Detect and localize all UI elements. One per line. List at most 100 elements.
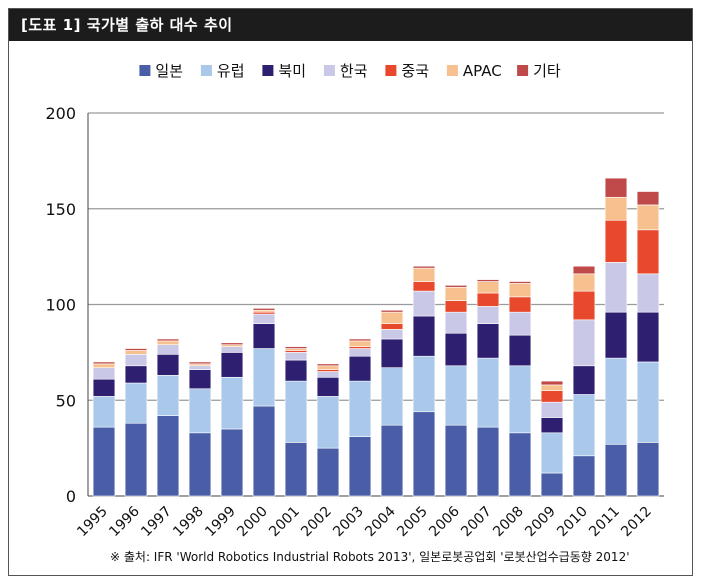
- bar-기타-1995: [92, 361, 116, 365]
- bar-기타-2000: [252, 308, 276, 311]
- x-tick-label-2007: 2007: [458, 504, 495, 541]
- bar-기타-2003: [348, 338, 372, 342]
- bar-APAC-2005: [412, 267, 436, 282]
- bar-북미-2010: [572, 365, 596, 395]
- bar-북미-2000: [252, 323, 276, 349]
- bar-북미-2004: [380, 338, 404, 368]
- bar-중국-2006: [444, 300, 468, 313]
- bar-일본-2001: [284, 442, 308, 497]
- bar-북미-2001: [284, 359, 308, 382]
- bar-일본-2008: [508, 432, 532, 497]
- bar-유럽-2010: [572, 394, 596, 457]
- bar-기타-2006: [444, 285, 468, 288]
- bar-한국-2007: [476, 306, 500, 324]
- y-tick-label-100: 100: [45, 296, 76, 315]
- chart-title: [도표 1] 국가별 출하 대수 추이: [9, 9, 692, 41]
- bar-유럽-2002: [316, 396, 340, 449]
- bar-한국-2010: [572, 319, 596, 367]
- bar-유럽-1998: [188, 388, 212, 434]
- bar-APAC-2003: [348, 340, 372, 347]
- bar-북미-2006: [444, 332, 468, 367]
- bar-한국-1999: [220, 346, 244, 353]
- bar-북미-2008: [508, 334, 532, 367]
- legend-swatch-APAC: [446, 65, 458, 76]
- bar-기타-2011: [604, 177, 628, 198]
- x-tick-label-2005: 2005: [394, 504, 431, 541]
- bar-유럽-1996: [124, 382, 148, 424]
- bar-한국-2009: [540, 401, 564, 418]
- bar-일본-1998: [188, 432, 212, 497]
- bar-기타-2001: [284, 346, 308, 349]
- x-tick-label-2012: 2012: [618, 504, 655, 541]
- bar-기타-2007: [476, 279, 500, 282]
- bar-기타-1997: [156, 338, 180, 342]
- x-tick-label-1997: 1997: [138, 504, 175, 541]
- bar-기타-2002: [316, 363, 340, 367]
- bar-일본-1999: [220, 428, 244, 497]
- bar-일본-2007: [476, 426, 500, 497]
- bar-일본-1996: [124, 422, 148, 497]
- bar-한국-2006: [444, 311, 468, 334]
- x-tick-label-2003: 2003: [330, 504, 367, 541]
- bar-기타-2012: [636, 191, 660, 206]
- bar-중국-2010: [572, 290, 596, 321]
- bar-중국-2008: [508, 296, 532, 313]
- legend-swatch-한국: [323, 65, 335, 76]
- bar-기타-1999: [220, 342, 244, 346]
- bar-유럽-2003: [348, 380, 372, 437]
- bar-APAC-2002: [316, 365, 340, 370]
- bar-한국-1997: [156, 344, 180, 355]
- bar-유럽-1997: [156, 375, 180, 416]
- legend-swatch-일본: [139, 65, 151, 76]
- bar-유럽-2006: [444, 365, 468, 426]
- bar-APAC-2009: [540, 384, 564, 391]
- bar-일본-2002: [316, 447, 340, 497]
- bar-한국-2002: [316, 371, 340, 378]
- bar-일본-2012: [636, 442, 660, 497]
- bar-한국-1998: [188, 365, 212, 370]
- legend-swatch-북미: [262, 65, 274, 76]
- bar-일본-2010: [572, 455, 596, 497]
- legend-label-유럽: 유럽: [217, 62, 245, 80]
- bar-한국-2012: [636, 273, 660, 313]
- bar-한국-2005: [412, 290, 436, 317]
- bar-북미-2005: [412, 315, 436, 357]
- bar-기타-2008: [508, 281, 532, 284]
- bar-중국-2012: [636, 229, 660, 275]
- bar-기타-2004: [380, 309, 404, 313]
- bar-일본-2003: [348, 436, 372, 497]
- bar-APAC-2008: [508, 283, 532, 298]
- y-tick-label-150: 150: [45, 200, 76, 219]
- bar-유럽-2011: [604, 357, 628, 445]
- bar-한국-2000: [252, 313, 276, 324]
- x-tick-label-2009: 2009: [522, 504, 559, 541]
- bar-한국-2011: [604, 262, 628, 313]
- x-tick-label-2001: 2001: [266, 504, 303, 541]
- legend-swatch-유럽: [200, 65, 212, 76]
- bar-APAC-1996: [124, 350, 148, 355]
- x-tick-label-2000: 2000: [234, 504, 271, 541]
- bar-중국-2007: [476, 292, 500, 307]
- bar-일본-2000: [252, 405, 276, 497]
- bar-일본-1997: [156, 415, 180, 497]
- bar-한국-2001: [284, 352, 308, 361]
- legend-label-일본: 일본: [155, 62, 183, 80]
- bar-북미-2007: [476, 323, 500, 359]
- bar-북미-2009: [540, 417, 564, 434]
- x-tick-label-1999: 1999: [202, 504, 239, 541]
- bar-기타-1996: [124, 348, 148, 351]
- bar-한국-2004: [380, 329, 404, 340]
- bar-유럽-2007: [476, 357, 500, 428]
- bar-중국-2004: [380, 323, 404, 330]
- x-tick-label-2008: 2008: [490, 504, 527, 541]
- bar-유럽-1995: [92, 396, 116, 428]
- bar-북미-1997: [156, 353, 180, 376]
- y-tick-label-0: 0: [66, 487, 76, 506]
- bar-APAC-2012: [636, 204, 660, 231]
- bar-유럽-1999: [220, 376, 244, 430]
- y-tick-label-200: 200: [45, 104, 76, 123]
- bar-기타-2009: [540, 380, 564, 386]
- bar-중국-2009: [540, 390, 564, 403]
- bar-한국-2008: [508, 311, 532, 336]
- bar-북미-2002: [316, 376, 340, 397]
